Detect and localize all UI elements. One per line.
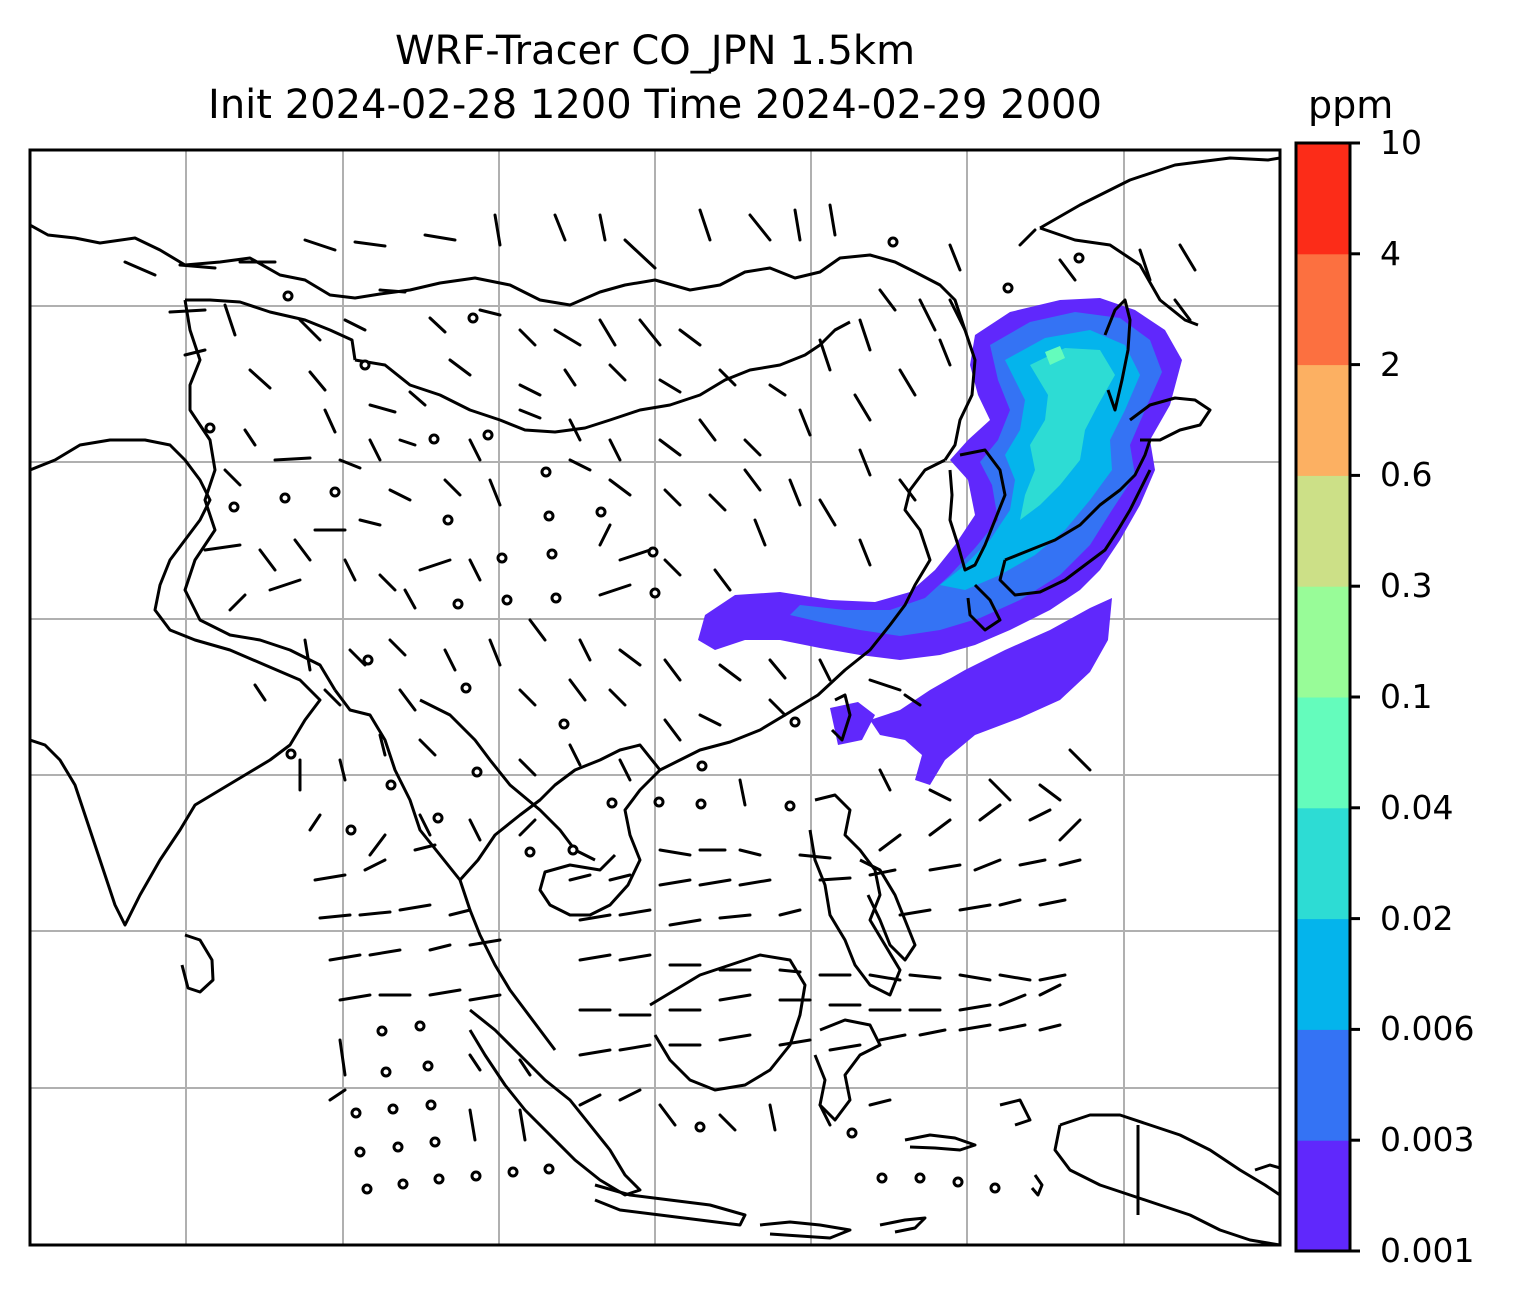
co-plume xyxy=(698,298,1182,785)
colorbar xyxy=(1294,141,1360,1253)
colorbar-tick-label: 0.04 xyxy=(1380,787,1454,827)
colorbar-segment xyxy=(1296,918,1350,1030)
colorbar-segment xyxy=(1296,807,1350,920)
map-frame xyxy=(28,148,1282,1247)
plume-layer-4 xyxy=(1020,348,1115,520)
colorbar-tick-label: 0.001 xyxy=(1380,1231,1475,1270)
calm-circles xyxy=(204,236,1085,1195)
colorbar-tick-label: 0.6 xyxy=(1380,455,1433,495)
colorbar-tick-label: 0.003 xyxy=(1380,1120,1475,1160)
coastlines xyxy=(30,156,1280,1245)
wind-barbs xyxy=(123,203,1197,1142)
colorbar-tick-label: 2 xyxy=(1380,344,1401,384)
title-line-2: Init 2024-02-28 1200 Time 2024-02-29 200… xyxy=(208,82,1102,128)
colorbar-segment xyxy=(1296,475,1350,587)
colorbar-tick-label: 4 xyxy=(1380,233,1401,273)
colorbar-unit: ppm xyxy=(1308,83,1394,127)
title-line-1: WRF-Tracer CO_JPN 1.5km xyxy=(394,28,916,74)
colorbar-segment xyxy=(1296,364,1350,476)
colorbar-tick-label: 0.006 xyxy=(1380,1009,1475,1049)
colorbar-segment xyxy=(1296,697,1350,809)
colorbar-segment xyxy=(1296,1029,1350,1141)
plume-south xyxy=(870,598,1112,785)
colorbar-tick-label: 0.1 xyxy=(1380,677,1433,716)
colorbar-segment xyxy=(1296,586,1350,698)
plume-layer-5 xyxy=(1045,346,1065,365)
colorbar-segment xyxy=(1296,143,1350,255)
colorbar-tick-label: 0.3 xyxy=(1380,566,1433,606)
colorbar-tick-label: 0.02 xyxy=(1380,898,1454,938)
colorbar-segment xyxy=(1296,1140,1350,1252)
colorbar-segment xyxy=(1296,253,1350,366)
plume-patch xyxy=(830,702,875,745)
colorbar-tick-label: 10 xyxy=(1380,123,1422,162)
